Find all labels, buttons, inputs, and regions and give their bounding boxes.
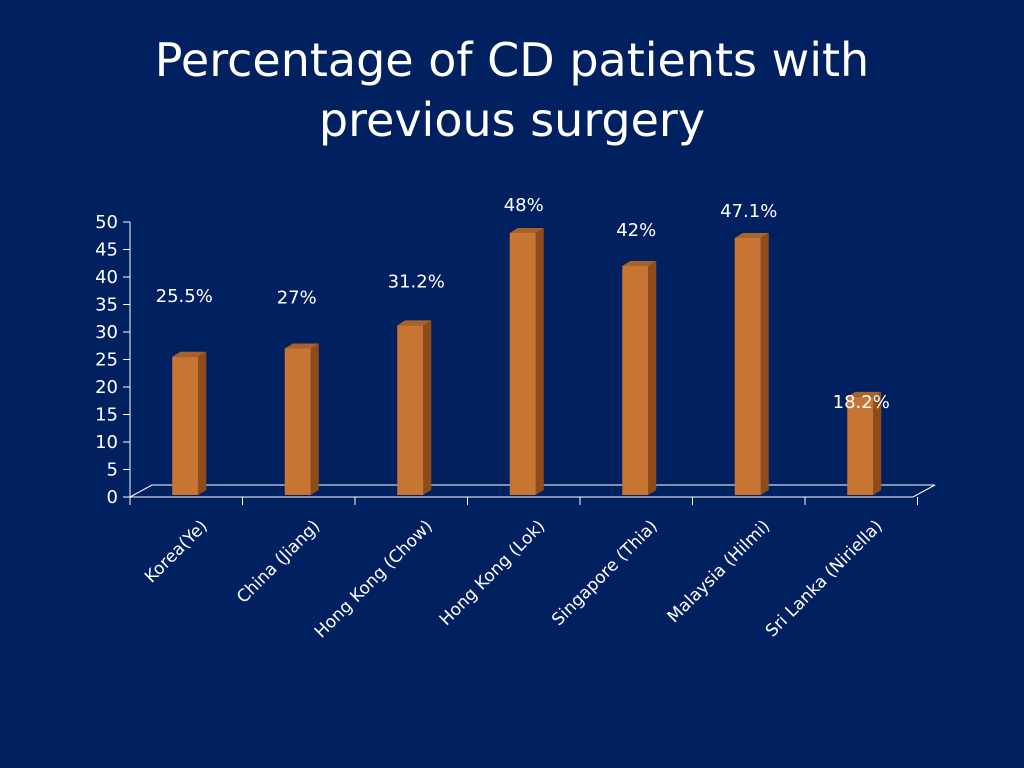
data-label: 48% <box>504 195 544 216</box>
category-label: Korea(Ye) <box>141 516 212 587</box>
bar-side <box>198 351 207 495</box>
y-tick-label: 35 <box>95 295 118 316</box>
bar-top <box>284 343 319 349</box>
category-label: China (Jiang) <box>233 516 324 607</box>
bar <box>847 391 882 495</box>
bar-front <box>397 325 424 495</box>
bar-top <box>509 228 544 233</box>
data-label: 25.5% <box>156 286 213 307</box>
title-line-2: previous surgery <box>318 93 706 147</box>
y-tick-label: 20 <box>95 377 118 398</box>
data-label: 31.2% <box>388 271 445 292</box>
bar <box>284 343 319 495</box>
bar-side <box>648 261 657 495</box>
category-label: Hong Kong (Lok) <box>436 516 550 630</box>
bar <box>734 232 769 495</box>
bar-top <box>847 391 882 397</box>
bar-front <box>622 266 649 495</box>
data-label: 18.2% <box>833 392 890 413</box>
bar-side <box>760 232 769 495</box>
bar-front <box>734 237 761 495</box>
bar-front <box>847 396 874 495</box>
bar-side <box>873 391 882 495</box>
y-tick-label: 10 <box>95 432 118 453</box>
data-labels: 25.5% 27% 31.2% 48% 42% 47.1% 18.2% <box>156 195 890 413</box>
y-tick-label: 30 <box>95 322 118 343</box>
chart-floor <box>129 484 936 498</box>
bar-top <box>172 351 207 357</box>
y-tick-label: 25 <box>95 350 118 371</box>
y-tick-label: 50 <box>95 212 118 233</box>
category-label: Hong Kong (Chow) <box>311 516 437 642</box>
bar-side <box>535 228 544 495</box>
bar <box>622 261 657 495</box>
bar-side <box>310 343 319 495</box>
chart-bars <box>172 228 882 495</box>
data-label: 47.1% <box>720 201 777 222</box>
bar <box>509 228 544 495</box>
bar-top <box>734 232 769 238</box>
bar <box>172 351 207 495</box>
y-tick-label: 45 <box>95 240 118 261</box>
bar-top <box>397 320 432 326</box>
y-tick-label: 0 <box>107 487 118 508</box>
category-label: Malaysia (Hilmi) <box>664 516 775 627</box>
data-label: 42% <box>616 220 656 241</box>
bar-front <box>284 348 311 495</box>
category-labels: Korea(Ye) China (Jiang)Hong Kong (Chow)Ho… <box>141 516 887 642</box>
bar-front <box>509 233 536 495</box>
title-line-1: Percentage of CD patients with <box>154 33 870 87</box>
category-label: Sri Lanka (Niriella) <box>762 516 887 641</box>
bar-front <box>172 356 199 495</box>
slide-title: Percentage of CD patients with previous … <box>112 30 912 150</box>
y-tick-label: 5 <box>107 460 118 481</box>
y-axis-ticks: 0 5 10 15 20 25 30 35 40 45 50 <box>95 212 130 508</box>
data-label: 27% <box>277 288 317 309</box>
bar <box>397 320 432 495</box>
bar-side <box>423 320 432 495</box>
y-tick-label: 40 <box>95 267 118 288</box>
category-label: Singapore (Thia) <box>548 516 662 630</box>
y-tick-label: 15 <box>95 405 118 426</box>
bar-top <box>622 261 657 266</box>
